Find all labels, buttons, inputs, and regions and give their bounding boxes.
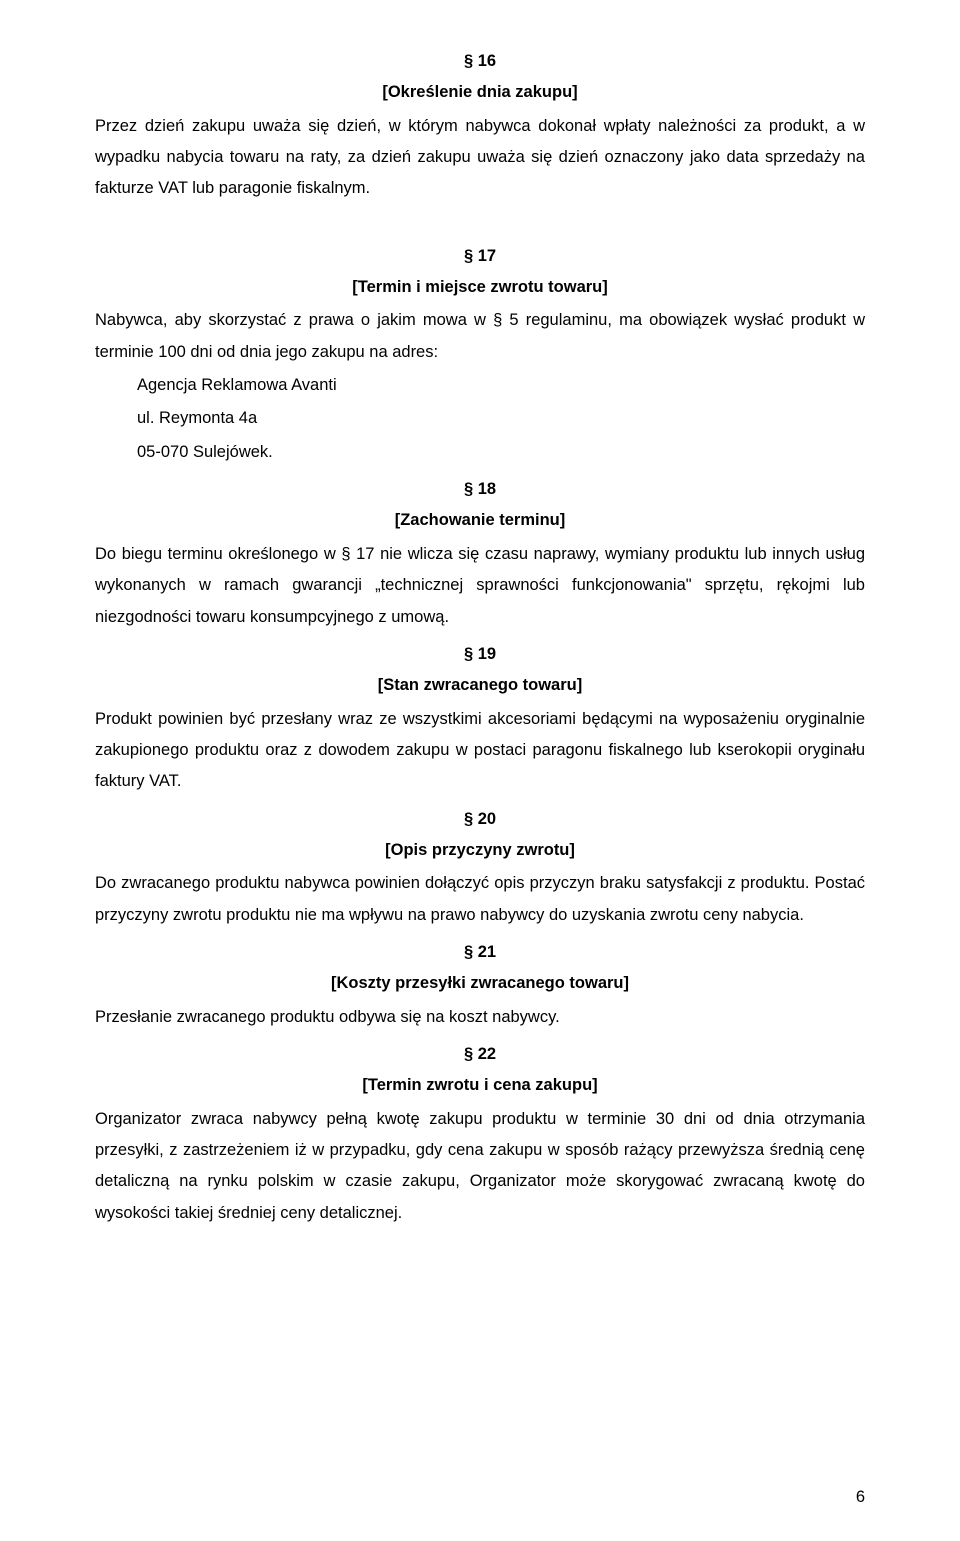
section-22-number: § 22: [95, 1039, 865, 1070]
section-16-number: § 16: [95, 46, 865, 77]
section-20-number: § 20: [95, 804, 865, 835]
address-line-3: 05-070 Sulejówek.: [137, 437, 865, 468]
section-18-title: [Zachowanie terminu]: [95, 505, 865, 536]
section-17-address: Agencja Reklamowa Avanti ul. Reymonta 4a…: [137, 370, 865, 468]
address-line-1: Agencja Reklamowa Avanti: [137, 370, 865, 401]
section-18-body: Do biegu terminu określonego w § 17 nie …: [95, 539, 865, 633]
page-number: 6: [856, 1482, 865, 1513]
section-18-number: § 18: [95, 474, 865, 505]
section-19-body: Produkt powinien być przesłany wraz ze w…: [95, 704, 865, 798]
section-22-body: Organizator zwraca nabywcy pełną kwotę z…: [95, 1104, 865, 1229]
section-17-number: § 17: [95, 241, 865, 272]
address-line-2: ul. Reymonta 4a: [137, 403, 865, 434]
section-16-body: Przez dzień zakupu uważa się dzień, w kt…: [95, 111, 865, 205]
section-21-number: § 21: [95, 937, 865, 968]
section-20-body: Do zwracanego produktu nabywca powinien …: [95, 868, 865, 931]
section-19-title: [Stan zwracanego towaru]: [95, 670, 865, 701]
section-22-title: [Termin zwrotu i cena zakupu]: [95, 1070, 865, 1101]
document-page: § 16 [Określenie dnia zakupu] Przez dzie…: [0, 0, 960, 1541]
section-17-body: Nabywca, aby skorzystać z prawa o jakim …: [95, 305, 865, 368]
section-16-title: [Określenie dnia zakupu]: [95, 77, 865, 108]
section-21-title: [Koszty przesyłki zwracanego towaru]: [95, 968, 865, 999]
section-19-number: § 19: [95, 639, 865, 670]
section-21-body: Przesłanie zwracanego produktu odbywa si…: [95, 1002, 865, 1033]
section-17-title: [Termin i miejsce zwrotu towaru]: [95, 272, 865, 303]
section-20-title: [Opis przyczyny zwrotu]: [95, 835, 865, 866]
